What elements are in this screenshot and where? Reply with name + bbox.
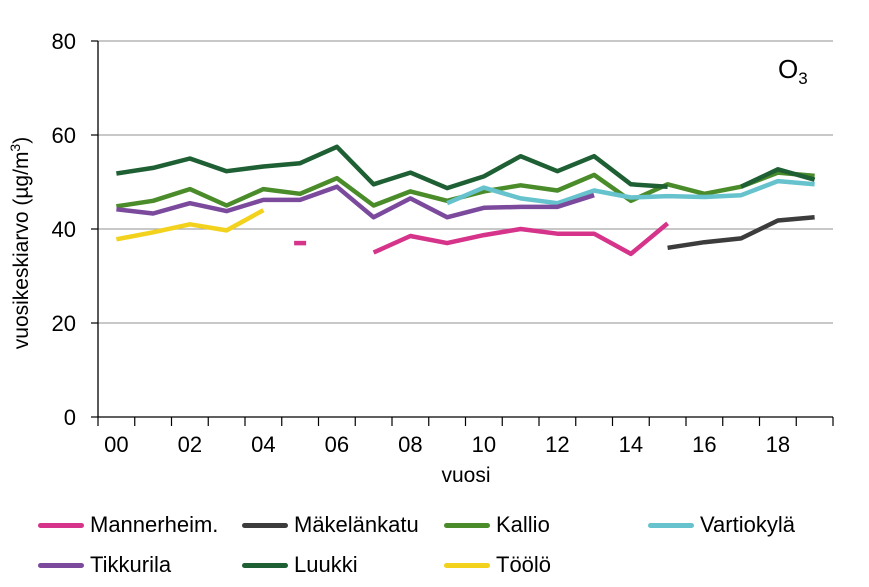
- legend-item: Mäkelänkatu: [242, 508, 419, 542]
- y-axis-title: vuosikeskiarvo (µg/m3): [7, 137, 33, 349]
- x-tick-label: 08: [398, 432, 422, 457]
- x-axis-title: vuosi: [441, 464, 490, 487]
- y-tick-label: 20: [52, 311, 76, 336]
- x-tick-label: 00: [104, 432, 128, 457]
- series-line-töölö: [115, 208, 265, 242]
- legend-swatch: [38, 562, 84, 568]
- legend-swatch: [242, 562, 288, 568]
- series-line-luukki: [740, 167, 816, 189]
- series-line-tikkurila: [116, 184, 595, 220]
- x-tick-labels: 00 02 04 06 08 10 12 14 16 18: [104, 432, 790, 457]
- series-lines: [115, 144, 816, 257]
- legend-swatch: [444, 522, 490, 528]
- legend-item: Kallio: [444, 508, 550, 542]
- x-tick-label: 06: [325, 432, 349, 457]
- legend-item: Vartiokylä: [648, 508, 795, 542]
- legend-label: Luukki: [294, 552, 358, 577]
- y-tick-label: 60: [52, 123, 76, 148]
- legend-label: Vartiokylä: [700, 512, 795, 537]
- legend-swatch: [444, 562, 490, 568]
- legend-item: Luukki: [242, 548, 358, 582]
- series-line-kallio: [116, 170, 815, 209]
- series-line-vartiokylä: [446, 178, 815, 206]
- legend-swatch: [242, 522, 288, 528]
- legend-swatch: [648, 522, 694, 528]
- x-tick-label: 16: [692, 432, 716, 457]
- y-tick-label: 80: [52, 29, 76, 54]
- legend-label: Mannerheim.: [90, 512, 219, 537]
- series-line-luukki: [116, 144, 668, 191]
- y-tick-label: 0: [64, 405, 76, 430]
- y-tick-label: 40: [52, 217, 76, 242]
- legend-swatch: [38, 522, 84, 528]
- x-tick-label: 14: [619, 432, 643, 457]
- series-line-mäkelänkatu: [667, 215, 815, 251]
- legend-label: Tikkurila: [90, 552, 172, 577]
- legend-item: Tikkurila: [38, 548, 171, 582]
- legend-label: Mäkelänkatu: [294, 512, 419, 537]
- legend-label: Kallio: [496, 512, 550, 537]
- x-tick-label: 02: [178, 432, 202, 457]
- legend-label: Töölö: [496, 552, 552, 577]
- axes: [91, 40, 834, 426]
- x-tick-label: 12: [545, 432, 569, 457]
- legend-item: Mannerheim.: [38, 508, 218, 542]
- x-tick-label: 04: [251, 432, 275, 457]
- series-line-mannerheim: [372, 221, 670, 257]
- y-tick-labels: 0 20 40 60 80: [52, 29, 76, 430]
- chart: 0 20 40 60 80 00 02 04 06 08 10 12 14 16 18 vuosi vuo…: [7, 29, 834, 487]
- pollutant-label: O3: [778, 54, 808, 88]
- x-tick-label: 18: [766, 432, 790, 457]
- legend: Mannerheim. Mäkelänkatu Kallio Vartiokylä Ti…: [0, 508, 869, 587]
- legend-item: Töölö: [444, 548, 551, 582]
- x-tick-label: 10: [472, 432, 496, 457]
